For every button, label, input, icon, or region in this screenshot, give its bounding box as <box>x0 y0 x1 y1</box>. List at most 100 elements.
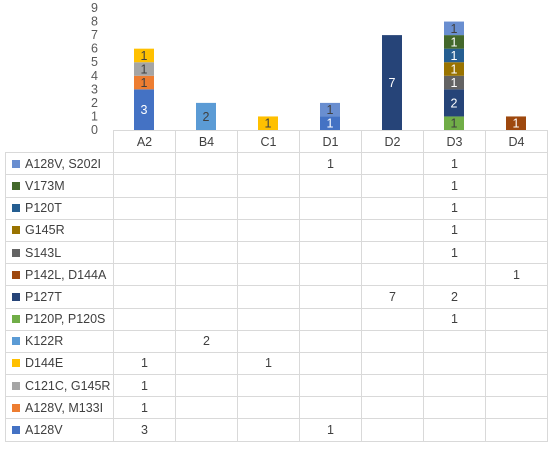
y-tick-label: 4 <box>91 69 98 83</box>
table-cell <box>485 307 548 331</box>
table-cell <box>423 418 486 442</box>
table-cell <box>485 240 548 265</box>
table-cell <box>237 196 300 220</box>
table-cell <box>299 374 362 398</box>
series-name: A128V, S202I <box>25 156 101 171</box>
table-cell <box>237 307 300 331</box>
bar-data-label: 1 <box>451 22 458 36</box>
table-cell: 1 <box>423 240 486 265</box>
x-category-label: D3 <box>423 129 486 154</box>
table-cell <box>485 351 548 376</box>
table-cell <box>423 374 486 398</box>
bar-segment <box>444 48 464 63</box>
table-cell <box>361 218 424 242</box>
table-cell <box>299 307 362 331</box>
legend-swatch <box>12 337 20 346</box>
bar-data-label: 1 <box>513 117 520 131</box>
table-cell <box>175 218 238 242</box>
bar-segment <box>320 116 340 130</box>
legend-swatch <box>12 381 20 390</box>
bar-data-label: 7 <box>389 76 396 90</box>
table-row: A128V, S202I 1 1 <box>5 152 548 176</box>
table-row: G145R 1 <box>5 218 548 242</box>
table-cell <box>113 240 176 265</box>
bar-segment <box>134 75 154 90</box>
table-cell <box>423 263 486 287</box>
table-row: P127T 7 2 <box>5 285 548 309</box>
y-tick-label: 2 <box>91 96 98 110</box>
table-cell: 2 <box>175 329 238 353</box>
table-cell <box>237 152 300 176</box>
table-cell <box>175 263 238 287</box>
table-cell <box>485 196 548 220</box>
table-cell <box>485 174 548 198</box>
table-cell <box>175 396 238 420</box>
table-cell <box>237 374 300 398</box>
series-name: P120T <box>25 201 62 216</box>
series-legend-cell: P120P, P120S <box>5 307 114 331</box>
table-cell: 1 <box>299 418 362 442</box>
bar-data-label: 2 <box>203 110 210 124</box>
y-tick-label: 8 <box>91 15 98 29</box>
table-cell <box>237 174 300 198</box>
legend-swatch <box>12 204 20 213</box>
series-name: K122R <box>25 334 64 349</box>
bar-data-label: 1 <box>327 117 334 131</box>
table-cell <box>237 218 300 242</box>
bar-segment <box>134 89 154 130</box>
table-row: C121C, G145R 1 <box>5 374 548 398</box>
table-cell <box>113 329 176 353</box>
y-tick-label: 3 <box>91 82 98 96</box>
table-cell <box>113 152 176 176</box>
table-cell <box>361 329 424 353</box>
bar-segment <box>258 116 278 130</box>
table-cell <box>299 329 362 353</box>
y-tick-label: 6 <box>91 42 98 56</box>
bar-segment <box>444 35 464 49</box>
series-legend-cell: V173M <box>5 174 114 198</box>
bar-segment <box>506 116 526 130</box>
series-name: A128V <box>25 423 63 438</box>
table-cell: 1 <box>237 351 300 376</box>
table-row: P142L, D144A 1 <box>5 263 548 287</box>
bar-segment <box>320 102 340 117</box>
table-row: S143L 1 <box>5 240 548 265</box>
bar-segment <box>444 89 464 117</box>
bar-data-label: 1 <box>451 49 458 63</box>
series-name: G145R <box>25 223 65 238</box>
series-name: P120P, P120S <box>25 312 106 327</box>
table-corner <box>5 130 114 154</box>
table-cell <box>485 418 548 442</box>
table-cell: 1 <box>423 196 486 220</box>
x-category-label: D1 <box>299 129 362 154</box>
x-category-label: C1 <box>237 129 300 154</box>
table-cell <box>237 418 300 442</box>
legend-swatch <box>12 159 20 168</box>
bar-data-label: 1 <box>141 49 148 63</box>
table-cell <box>113 218 176 242</box>
series-legend-cell: C121C, G145R <box>5 374 114 398</box>
table-cell <box>237 329 300 353</box>
bar-data-label: 1 <box>141 63 148 77</box>
legend-swatch <box>12 181 20 190</box>
table-cell <box>361 418 424 442</box>
legend-swatch <box>12 403 20 412</box>
table-cell: 1 <box>113 396 176 420</box>
table-cell <box>175 174 238 198</box>
table-cell: 3 <box>113 418 176 442</box>
table-cell <box>113 196 176 220</box>
table-row: P120T 1 <box>5 196 548 220</box>
table-cell <box>361 263 424 287</box>
table-cell <box>113 285 176 309</box>
table-cell <box>299 351 362 376</box>
bar-segment <box>444 75 464 90</box>
table-cell <box>423 329 486 353</box>
table-cell: 1 <box>113 374 176 398</box>
table-cell <box>361 174 424 198</box>
series-legend-cell: A128V <box>5 418 114 442</box>
table-cell <box>361 307 424 331</box>
x-category-label: A2 <box>113 129 176 154</box>
table-cell <box>423 351 486 376</box>
legend-swatch <box>12 359 20 368</box>
